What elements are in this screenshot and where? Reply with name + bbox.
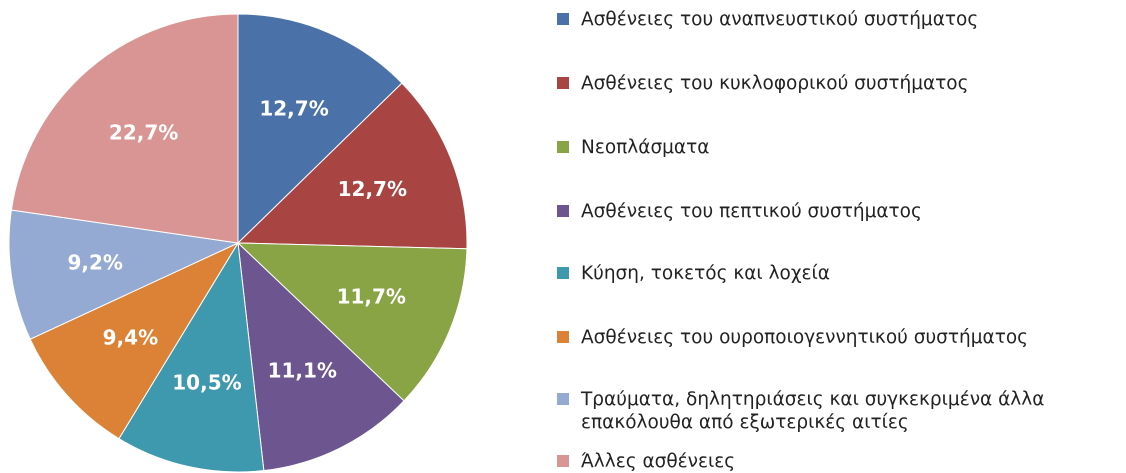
legend-swatch	[557, 267, 569, 279]
pie-slice	[8, 209, 240, 340]
legend-label: Ασθένειες του κυκλοφορικού συστήματος	[581, 73, 969, 94]
slice-label: 11,1%	[268, 359, 337, 383]
legend-swatch	[557, 141, 569, 153]
slice-label: 9,2%	[67, 250, 122, 274]
legend-item: Ασθένειες του ουροποιογεννητικού συστήμα…	[557, 326, 1117, 349]
slice-label: 12,7%	[338, 177, 407, 201]
legend-item: Άλλες ασθένειες	[557, 450, 1117, 473]
slice-label: 10,5%	[172, 370, 241, 394]
legend-item: Κύηση, τοκετός και λοχεία	[557, 262, 1117, 285]
pie-slice	[237, 13, 403, 245]
legend-label: Νεοπλάσματα	[581, 137, 710, 158]
pie-slice	[29, 241, 240, 440]
slice-label: 11,7%	[337, 285, 406, 309]
legend-swatch	[557, 455, 569, 467]
pie-slice	[10, 13, 239, 244]
legend-swatch	[557, 205, 569, 217]
legend-item: Νεοπλάσματα	[557, 136, 1117, 159]
legend-label: Ασθένειες του ουροποιογεννητικού συστήμα…	[581, 327, 1029, 348]
legend-swatch	[557, 13, 569, 25]
legend-label: Κύηση, τοκετός και λοχεία	[581, 263, 830, 284]
pie-slice	[118, 241, 265, 473]
legend-item: Ασθένειες του κυκλοφορικού συστήματος	[557, 72, 1117, 95]
legend-label: Ασθένειες του πεπτικού συστήματος	[581, 201, 922, 222]
pie-slice	[236, 242, 468, 402]
legend-swatch	[557, 77, 569, 89]
legend-label: Ασθένειες του αναπνευστικού συστήματος	[581, 9, 979, 30]
pie-slice	[237, 241, 405, 472]
legend-item: Τραύματα, δηλητηριάσεις και συγκεκριμένα…	[557, 388, 1117, 434]
slice-label: 12,7%	[259, 97, 328, 121]
legend-item: Ασθένειες του αναπνευστικού συστήματος	[557, 8, 1117, 31]
legend-swatch	[557, 393, 569, 405]
slice-label: 22,7%	[109, 120, 178, 144]
pie-slice	[236, 82, 468, 250]
slice-label: 9,4%	[103, 326, 158, 350]
legend-swatch	[557, 331, 569, 343]
chart: 12,7% 12,7% 11,7% 11,1% 10,5% 9,4% 9,2% 22,7%	[8, 13, 468, 473]
legend-label: Άλλες ασθένειες	[581, 451, 736, 472]
legend-item: Ασθένειες του πεπτικού συστήματος	[557, 200, 1117, 223]
legend-label: Τραύματα, δηλητηριάσεις και συγκεκριμένα…	[581, 389, 1045, 433]
